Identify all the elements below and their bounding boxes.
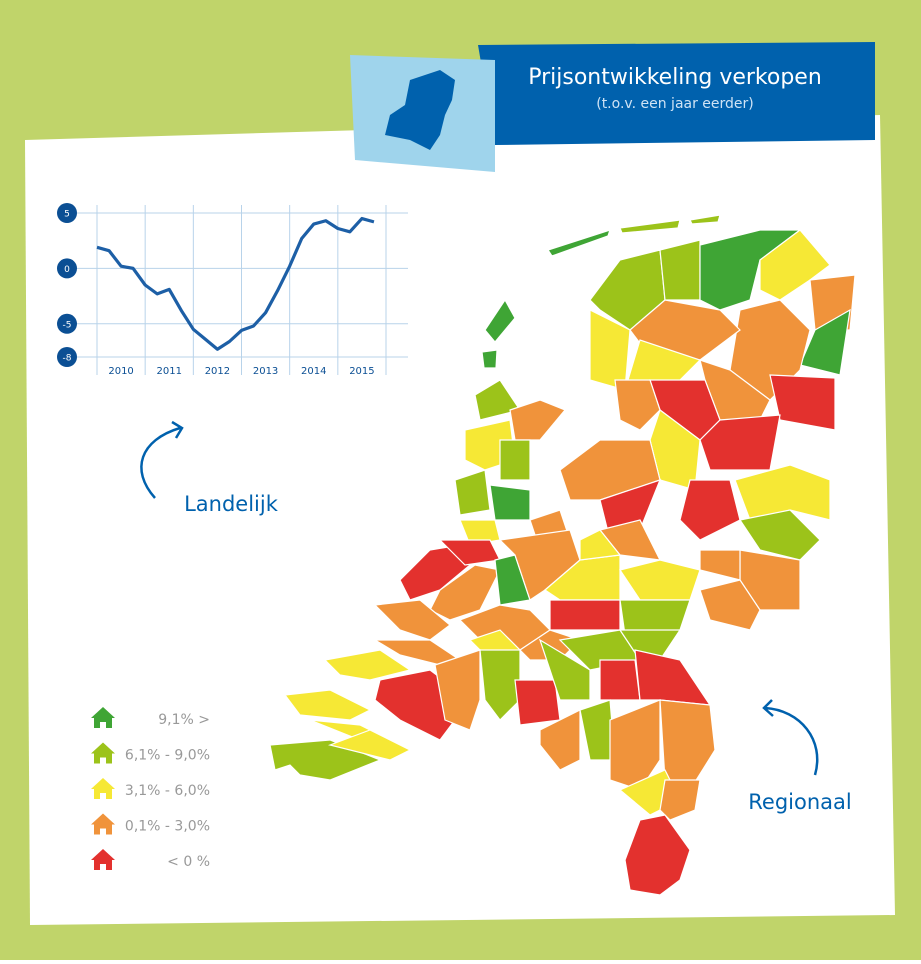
- annotation: Regionaal: [748, 790, 851, 814]
- x-tick-label: 2011: [157, 366, 182, 377]
- series-line: [96, 216, 375, 351]
- region: [481, 349, 498, 369]
- region: [689, 214, 721, 225]
- region: [509, 399, 566, 441]
- region: [699, 579, 761, 631]
- region: [659, 779, 701, 821]
- arrow: [140, 420, 184, 499]
- legend-icon: [91, 778, 115, 799]
- legend-label: 9,1% >: [158, 712, 210, 728]
- legend-icon: [91, 707, 115, 728]
- region: [619, 219, 681, 234]
- y-tick-marker: [57, 258, 77, 279]
- y-tick-label: 0: [64, 265, 70, 275]
- title: Prijsontwikkeling verkopen: [528, 65, 822, 90]
- region: [479, 649, 521, 721]
- region: [659, 699, 716, 791]
- subtitle: (t.o.v. een jaar eerder): [596, 96, 754, 112]
- region: [699, 229, 802, 311]
- region: [624, 814, 691, 896]
- region: [327, 729, 412, 761]
- region: [619, 559, 701, 601]
- y-tick-label: 5: [64, 210, 70, 220]
- region: [579, 529, 622, 561]
- annotation: Landelijk: [184, 492, 279, 516]
- legend-label: 6,1% - 9,0%: [125, 748, 210, 764]
- arrow: [762, 699, 819, 776]
- region: [547, 229, 611, 257]
- region: [484, 298, 516, 343]
- x-tick-label: 2013: [253, 366, 278, 377]
- region: [769, 374, 836, 431]
- line-chart: 5 0 -5 -8 2010 2011 2012 2013 2014 2015: [57, 203, 408, 377]
- region: [799, 308, 851, 376]
- region: [549, 599, 621, 631]
- region: [614, 379, 661, 431]
- region: [544, 554, 621, 601]
- region: [679, 479, 741, 541]
- legend-icon: [91, 742, 115, 764]
- region: [739, 509, 821, 561]
- y-tick-marker: [57, 313, 77, 334]
- x-tick-label: 2010: [108, 366, 133, 377]
- region: [399, 544, 471, 601]
- legend-label: 0,1% - 3,0%: [125, 819, 210, 835]
- region: [699, 414, 781, 471]
- legend-icon: [91, 813, 115, 835]
- region: [599, 659, 641, 701]
- region: [323, 649, 412, 681]
- legend-label: 3,1% - 6,0%: [125, 783, 210, 799]
- region: [659, 239, 701, 301]
- region: [514, 679, 561, 726]
- legend-icon: [91, 849, 115, 870]
- region: [538, 638, 591, 701]
- x-tick-label: 2015: [349, 366, 374, 377]
- x-tick-label: 2014: [301, 366, 326, 377]
- region: [434, 649, 481, 731]
- region: [454, 469, 491, 516]
- region: [539, 709, 581, 771]
- y-tick-marker: [57, 203, 77, 223]
- region: [609, 699, 661, 791]
- title-bar: [478, 42, 875, 145]
- y-tick-label: -8: [63, 354, 72, 364]
- region: [489, 484, 531, 521]
- nl-icon: [385, 70, 455, 150]
- map: [269, 214, 856, 896]
- region: [283, 689, 372, 721]
- region: [499, 439, 531, 481]
- x-tick-label: 2012: [205, 366, 230, 377]
- y-tick-label: -5: [63, 320, 72, 330]
- legend-label: < 0 %: [167, 854, 210, 870]
- y-tick-marker: [57, 347, 77, 367]
- legend: 9,1% > 6,1% - 9,0% 3,1% - 6,0% 0,1% - 3,0% <…: [91, 707, 210, 870]
- region: [373, 599, 451, 641]
- region: [649, 409, 701, 491]
